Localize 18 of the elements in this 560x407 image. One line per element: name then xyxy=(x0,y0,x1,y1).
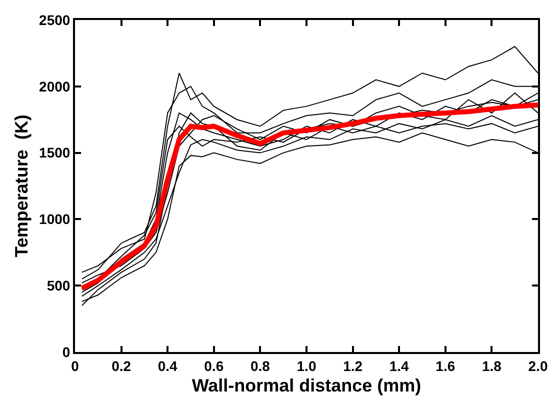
y-tick-label: 1500 xyxy=(39,144,70,161)
x-axis-title: Wall-normal distance (mm) xyxy=(192,375,422,396)
x-tick-label: 1.0 xyxy=(296,358,316,374)
x-tick-label: 1.6 xyxy=(436,358,456,374)
y-tick-label: 0 xyxy=(62,344,70,360)
y-tick-label: 1000 xyxy=(39,211,70,228)
y-tick-label: 2500 xyxy=(39,12,70,28)
x-tick-label: 2.0 xyxy=(528,358,548,374)
x-tick-label: 1.4 xyxy=(389,358,410,374)
y-tick-label: 2000 xyxy=(39,78,70,94)
x-tick-label: 0.6 xyxy=(204,358,224,374)
x-tick-label: 1.8 xyxy=(482,358,502,374)
x-tick-label: 0.4 xyxy=(158,358,178,374)
y-axis-title: Temperature (K) xyxy=(12,114,32,258)
y-tick-label: 500 xyxy=(46,278,70,294)
x-tick-label: 1.2 xyxy=(343,358,363,374)
x-tick-label: 0.8 xyxy=(250,358,270,374)
x-tick-label: 0.2 xyxy=(112,358,132,374)
